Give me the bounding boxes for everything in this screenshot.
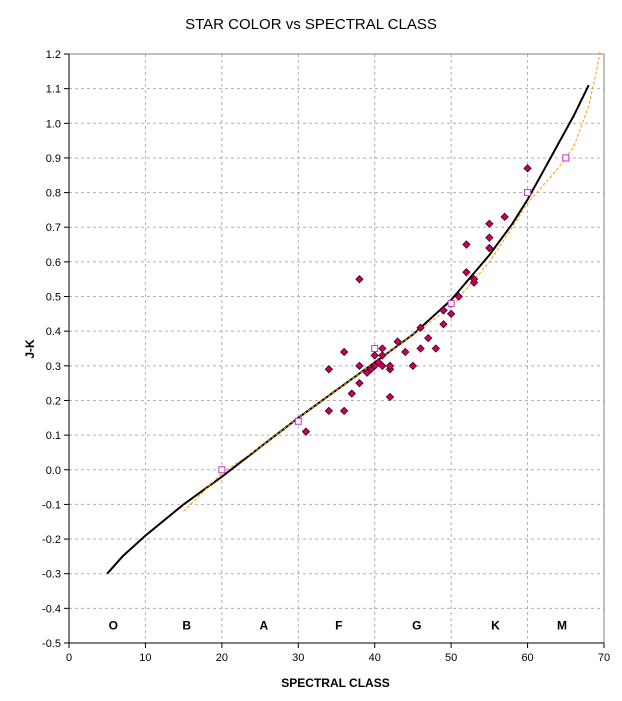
diamond-point [339, 347, 349, 357]
y-tick-label: 0.2 [46, 395, 61, 407]
diamond-point [416, 323, 425, 332]
y-tick-label: 1.1 [46, 84, 61, 96]
x-tick-label: 10 [139, 652, 151, 664]
square-point [371, 345, 379, 352]
diamond-point [355, 378, 364, 388]
spectral-class-label: M [557, 619, 567, 633]
diamond-point [469, 275, 479, 284]
y-tick-label: -0.4 [42, 603, 61, 615]
diamond-point [385, 361, 395, 370]
y-tick-label: 0.7 [46, 222, 61, 234]
diamond-point [439, 320, 448, 329]
plot-area [69, 54, 604, 643]
diamond-point [378, 361, 387, 370]
chart-title: STAR COLOR vs SPECTRAL CLASS [185, 16, 437, 33]
diamond-point [378, 344, 387, 353]
diamond-point [446, 309, 456, 319]
y-tick-label: -0.5 [42, 638, 61, 650]
diamond-point [385, 392, 395, 402]
diamond-point [324, 406, 334, 416]
square-point [447, 299, 455, 307]
diamond-point [378, 351, 387, 360]
diamond-point [370, 351, 379, 360]
diamond-point [431, 344, 441, 353]
spectral-class-label: K [491, 619, 500, 633]
diamond-point [393, 337, 402, 346]
x-axis-label: SPECTRAL CLASS [281, 676, 390, 690]
square-point [562, 154, 570, 162]
y-tick-label: 0.0 [46, 465, 61, 477]
diamond-point [416, 344, 425, 353]
spectral-class-label: G [412, 619, 421, 633]
diamond-point [347, 389, 356, 398]
x-tick-label: 30 [292, 652, 304, 664]
diamond-point [485, 219, 494, 228]
y-tick-label: 0.6 [46, 257, 61, 269]
spectral-class-label: B [182, 619, 191, 633]
y-tick-label: -0.3 [42, 569, 61, 581]
diamond-point [339, 406, 349, 416]
x-tick-label: 40 [369, 652, 381, 664]
y-tick-label: 1.2 [46, 49, 61, 61]
diamond-point [408, 361, 418, 370]
diamond-point [301, 427, 311, 436]
diamond-point [523, 164, 532, 173]
y-tick-label: -0.2 [42, 534, 61, 546]
diamond-point [424, 333, 433, 343]
y-tick-label: 0.8 [46, 188, 61, 200]
x-tick-label: 0 [66, 652, 72, 664]
diamond-point [462, 268, 471, 277]
diamond-point [324, 365, 334, 374]
y-tick-label: 0.4 [46, 326, 61, 338]
diamond-point [500, 212, 509, 222]
x-tick-label: 70 [598, 652, 610, 664]
y-tick-label: 0.1 [46, 430, 61, 442]
diamond-point [439, 306, 448, 315]
x-tick-label: 60 [521, 652, 533, 664]
square-point [294, 417, 302, 425]
diamond-point [485, 233, 494, 242]
spectral-class-label: O [109, 619, 118, 633]
diamond-point [401, 347, 410, 357]
diamond-point [355, 275, 364, 284]
y-tick-label: 0.5 [46, 292, 61, 304]
square-point [524, 189, 532, 197]
y-tick-label: -0.1 [42, 499, 61, 511]
spectral-class-label: A [260, 619, 269, 633]
y-tick-label: 1.0 [46, 118, 61, 130]
y-tick-label: 0.9 [46, 153, 61, 165]
y-tick-label: 0.3 [46, 361, 61, 373]
diamond-point [454, 292, 463, 301]
diamond-point [355, 361, 364, 370]
square-point [218, 466, 226, 474]
dashed-fit-line [183, 50, 601, 512]
x-tick-label: 50 [445, 652, 457, 664]
x-tick-label: 20 [216, 652, 228, 664]
spectral-class-label: F [335, 619, 342, 633]
diamond-point [485, 243, 494, 253]
diamond-point [462, 240, 471, 249]
